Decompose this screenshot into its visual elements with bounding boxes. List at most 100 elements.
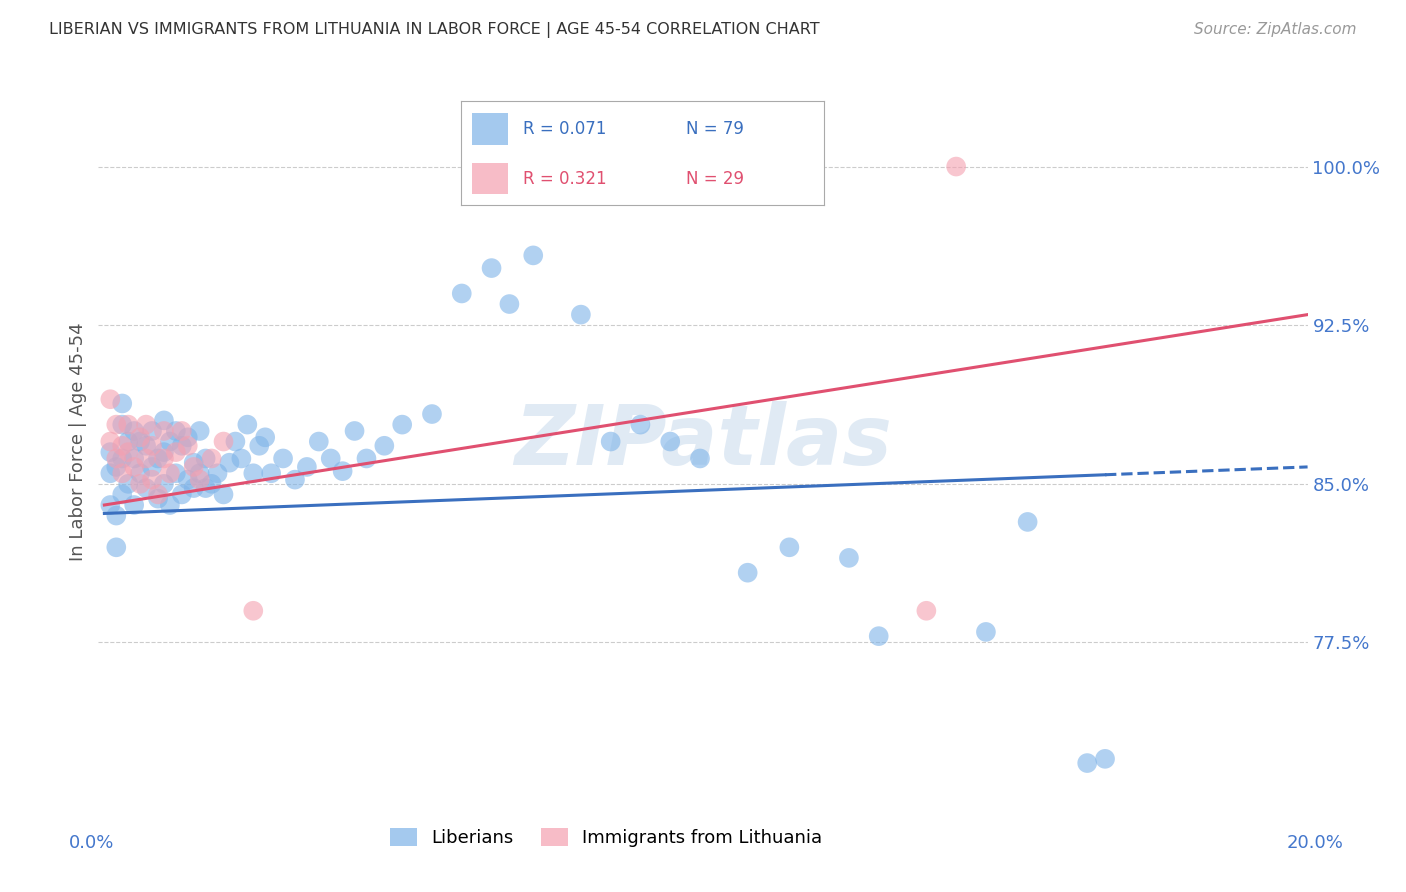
Point (129, 430, 152, 444)
Point (183, 481, 205, 495)
Point (1094, 752, 1116, 766)
Point (974, 624, 997, 639)
Point (177, 439, 200, 453)
Point (212, 434, 235, 449)
Point (271, 451, 294, 466)
Point (778, 541, 800, 555)
Point (98, 445, 121, 459)
Point (141, 439, 163, 453)
Point (111, 451, 134, 466)
Text: 0.0%: 0.0% (69, 834, 114, 852)
Point (117, 476, 139, 491)
Point (141, 424, 163, 438)
Point (236, 417, 259, 432)
Point (659, 434, 682, 449)
Point (98, 467, 121, 481)
Point (105, 417, 128, 432)
Point (838, 550, 860, 565)
Point (105, 508, 128, 523)
Point (170, 424, 193, 438)
Point (111, 439, 134, 453)
Point (146, 491, 169, 506)
Point (98, 434, 121, 449)
Point (343, 424, 366, 438)
Point (117, 434, 139, 449)
Point (260, 467, 283, 481)
Point (135, 481, 157, 495)
Point (146, 487, 169, 501)
Point (1017, 515, 1039, 529)
Point (242, 604, 264, 618)
Point (135, 451, 157, 466)
Point (135, 439, 157, 453)
Point (630, 417, 652, 432)
Point (153, 413, 176, 427)
Point (98, 392, 121, 407)
Point (159, 467, 181, 481)
Text: LIBERIAN VS IMMIGRANTS FROM LITHUANIA IN LABOR FORCE | AGE 45-54 CORRELATION CHA: LIBERIAN VS IMMIGRANTS FROM LITHUANIA IN… (49, 22, 820, 38)
Y-axis label: In Labor Force | Age 45-54: In Labor Force | Age 45-54 (69, 322, 87, 561)
Point (194, 481, 217, 495)
Point (111, 487, 134, 501)
Point (165, 467, 187, 481)
Point (319, 451, 342, 466)
Point (122, 459, 145, 474)
Point (105, 541, 128, 555)
Point (129, 434, 152, 449)
Point (420, 407, 443, 421)
Point (188, 467, 211, 481)
Point (135, 417, 157, 432)
Point (170, 487, 193, 501)
Point (117, 445, 139, 459)
Point (188, 473, 211, 487)
Point (737, 566, 759, 580)
Point (122, 498, 145, 512)
Point (146, 451, 169, 466)
Point (129, 476, 152, 491)
Text: Source: ZipAtlas.com: Source: ZipAtlas.com (1194, 22, 1357, 37)
Point (218, 456, 240, 470)
Point (391, 417, 413, 432)
Point (165, 445, 187, 459)
Point (689, 451, 711, 466)
Point (231, 451, 253, 466)
Point (159, 434, 181, 449)
Point (177, 473, 200, 487)
Point (122, 451, 145, 466)
Point (242, 467, 264, 481)
Point (188, 424, 211, 438)
Legend: Liberians, Immigrants from Lithuania: Liberians, Immigrants from Lithuania (382, 821, 830, 855)
Point (170, 439, 193, 453)
Point (183, 456, 205, 470)
Point (177, 430, 200, 444)
Point (153, 451, 176, 466)
Point (200, 451, 222, 466)
Point (111, 396, 134, 410)
Point (153, 476, 176, 491)
Point (254, 430, 277, 444)
Point (105, 459, 128, 474)
Point (356, 451, 378, 466)
Point (200, 476, 222, 491)
Point (183, 459, 205, 474)
Text: ZIPatlas: ZIPatlas (515, 401, 891, 482)
Point (1076, 756, 1098, 770)
Point (105, 451, 128, 466)
Point (915, 604, 938, 618)
Point (98, 498, 121, 512)
Point (159, 498, 181, 512)
Point (141, 459, 163, 474)
Point (117, 417, 139, 432)
Point (207, 467, 229, 481)
Point (284, 473, 307, 487)
Point (165, 424, 187, 438)
Point (122, 424, 145, 438)
Point (194, 451, 217, 466)
Text: 20.0%: 20.0% (1286, 834, 1343, 852)
Point (569, 308, 592, 322)
Point (599, 434, 621, 449)
Point (212, 487, 235, 501)
Point (224, 434, 246, 449)
Point (308, 434, 330, 449)
Point (373, 439, 395, 453)
